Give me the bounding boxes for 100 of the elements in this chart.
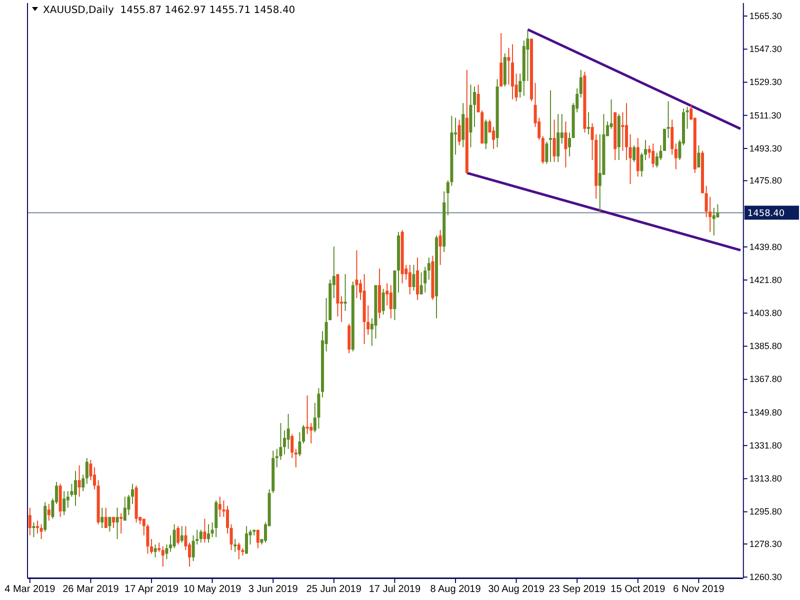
x-tick-label: 3 Jun 2019 <box>248 584 298 596</box>
candlestick <box>712 207 716 236</box>
candlestick <box>100 507 104 528</box>
candlestick <box>427 257 430 280</box>
candlestick <box>545 141 548 164</box>
candlestick <box>355 250 358 299</box>
y-tick-label: 1349.80 <box>749 407 782 418</box>
candlestick <box>161 546 164 568</box>
candlestick <box>230 524 233 551</box>
y-tick-label: 1421.80 <box>749 274 782 285</box>
candlestick <box>473 86 476 128</box>
candlestick <box>511 44 514 100</box>
candlestick <box>150 538 153 554</box>
candlestick <box>556 114 560 162</box>
candlestick <box>317 388 320 430</box>
candlestick <box>47 504 50 522</box>
candlestick <box>245 526 248 554</box>
candlestick <box>294 448 298 468</box>
x-tick-label: 17 Jul 2019 <box>368 584 421 596</box>
candlestick <box>226 505 229 534</box>
x-tick-label: 8 Aug 2019 <box>430 584 482 596</box>
candlestick <box>203 518 206 544</box>
ref-line-label: 1458.40 <box>747 209 785 220</box>
candlestick <box>237 542 240 560</box>
candlestick <box>408 264 412 295</box>
candlestick <box>458 119 461 146</box>
candlestick <box>621 112 624 152</box>
candlestick <box>36 520 39 534</box>
candlestick <box>85 458 88 484</box>
y-tick-label: 1529.30 <box>749 77 782 88</box>
candlestick <box>636 138 640 178</box>
candlestick <box>116 507 119 540</box>
x-tick-label: 4 Mar 2019 <box>4 584 56 596</box>
candlestick <box>290 434 294 459</box>
candlestick <box>93 466 96 490</box>
y-tick-label: 1367.80 <box>749 374 782 384</box>
chart-title: XAUUSD,Daily 1455.87 1462.97 1455.71 1458.40 <box>43 5 296 16</box>
y-tick-label: 1403.80 <box>749 308 782 318</box>
candlestick <box>78 464 81 498</box>
candlestick <box>625 102 628 161</box>
candlestick <box>644 139 647 161</box>
candlestick <box>66 490 70 508</box>
candlestick <box>218 496 222 518</box>
candlestick <box>412 264 416 292</box>
candlestick <box>382 288 385 316</box>
candlestick <box>283 430 286 455</box>
candlestick <box>438 229 442 266</box>
candlestick <box>32 522 36 538</box>
y-tick-label: 1260.30 <box>749 572 782 582</box>
candlestick <box>234 538 237 552</box>
candlestick <box>44 502 47 532</box>
y-tick-label: 1475.80 <box>749 176 782 186</box>
candlestick <box>172 524 176 549</box>
y-tick-label: 1331.80 <box>749 440 782 450</box>
y-tick-label: 1313.80 <box>749 474 782 484</box>
candlestick <box>286 413 290 450</box>
y-tick-label: 1295.80 <box>749 506 782 517</box>
candlestick <box>386 282 389 306</box>
candlestick <box>632 144 636 162</box>
candlestick <box>389 284 392 319</box>
candlestick <box>348 323 351 354</box>
candlestick <box>670 119 674 156</box>
candlestick <box>587 112 590 135</box>
candlestick <box>176 526 180 546</box>
candlestick <box>104 507 108 528</box>
candlestick <box>640 152 644 178</box>
x-tick-label: 30 Aug 2019 <box>488 584 545 596</box>
candlestick <box>686 106 689 130</box>
candlestick <box>476 84 480 113</box>
candlestick <box>549 90 552 162</box>
candlestick <box>28 507 32 536</box>
candlestick <box>507 47 510 86</box>
candlestick <box>564 120 568 168</box>
candlestick <box>256 529 260 549</box>
candlestick <box>416 257 419 300</box>
candlestick <box>158 542 161 552</box>
candlestick <box>500 32 503 88</box>
candlestick <box>154 544 157 558</box>
x-tick-label: 26 Mar 2019 <box>62 584 120 596</box>
candlestick <box>697 144 700 168</box>
candlestick <box>579 69 582 98</box>
candlestick <box>424 266 427 294</box>
candlestick <box>674 143 678 170</box>
candlestick <box>74 470 77 506</box>
x-tick-label: 10 May 2019 <box>183 584 242 596</box>
y-tick-label: 1385.80 <box>749 341 782 352</box>
candlestick <box>123 496 126 522</box>
candlestick <box>484 119 488 150</box>
candlestick <box>518 73 522 98</box>
candlestick <box>344 274 347 312</box>
candlestick <box>131 483 134 505</box>
x-tick-label: 15 Oct 2019 <box>610 584 666 596</box>
candlestick <box>666 100 670 139</box>
candlestick <box>541 136 544 164</box>
x-tick-label: 6 Nov 2019 <box>673 584 725 596</box>
y-tick-label: 1439.80 <box>749 242 782 252</box>
candlestick <box>628 134 632 184</box>
x-tick-label: 23 Sep 2019 <box>548 584 606 596</box>
y-tick-label: 1511.30 <box>749 110 782 120</box>
candlestick <box>82 474 85 492</box>
